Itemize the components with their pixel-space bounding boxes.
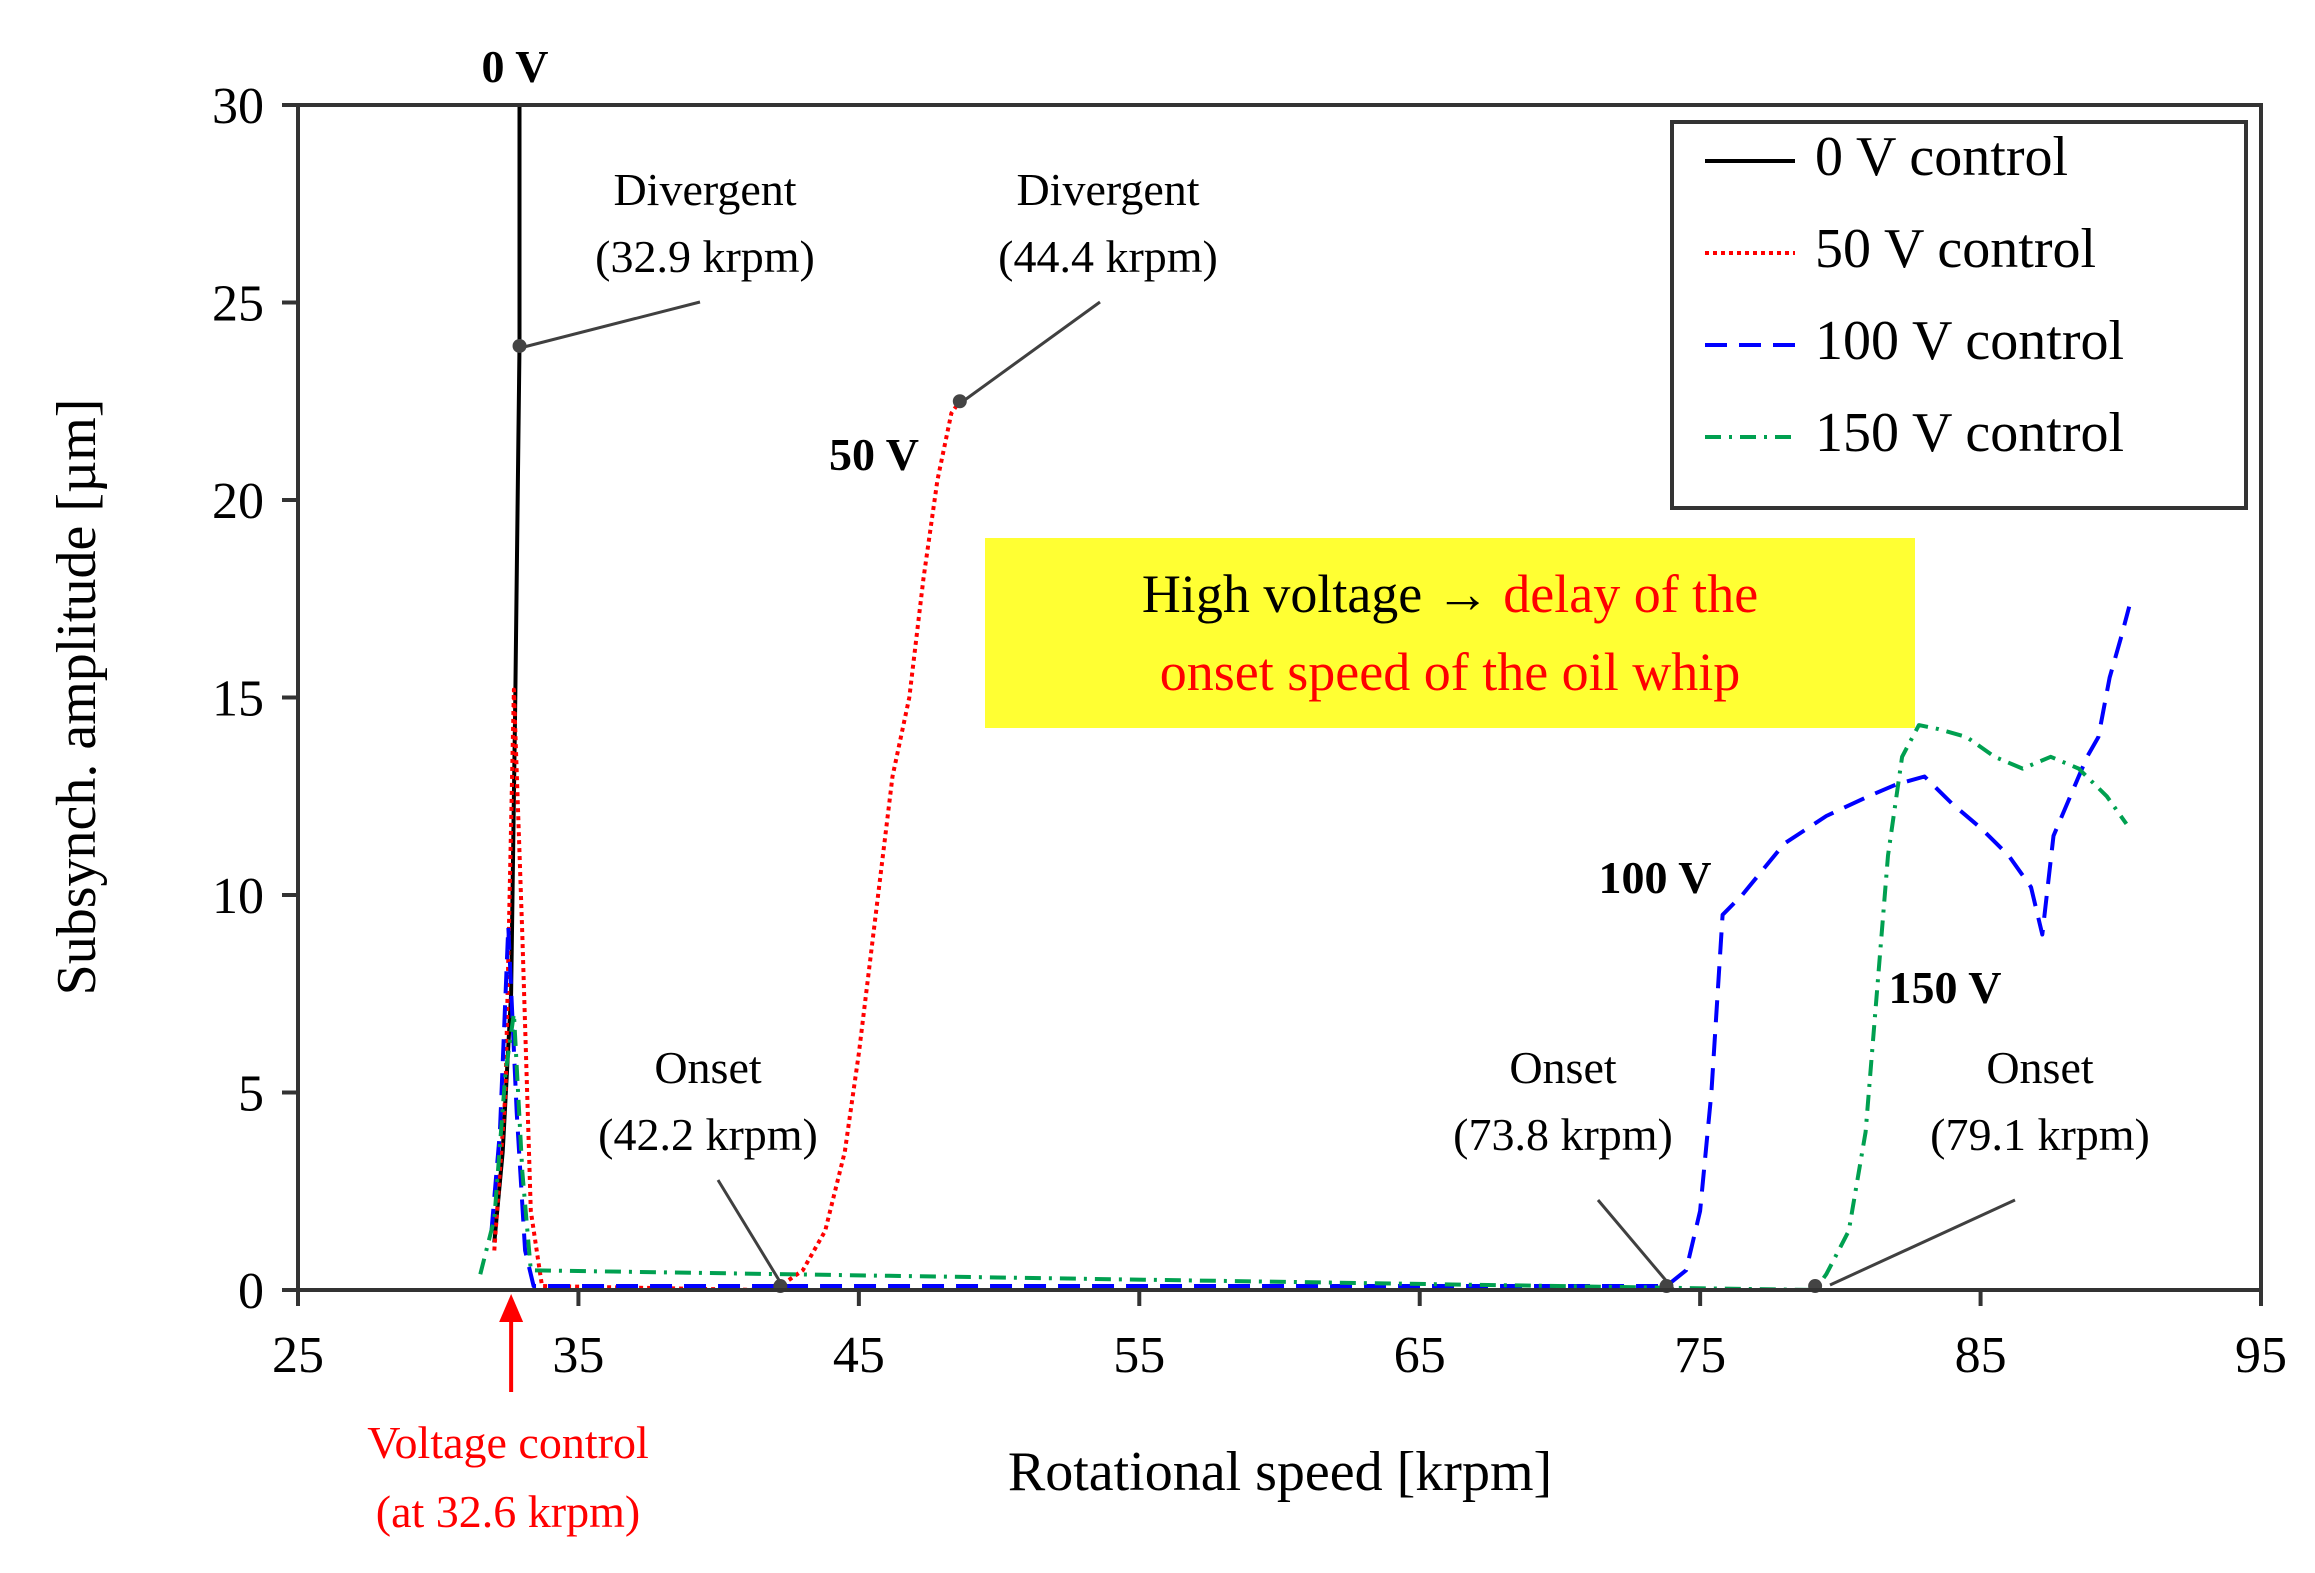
x-tick-label: 45 bbox=[833, 1327, 885, 1384]
legend-label-150-v-control: 150 V control bbox=[1815, 402, 2124, 464]
y-tick-label: 5 bbox=[238, 1066, 264, 1123]
legend-label-0-v-control: 0 V control bbox=[1815, 126, 2068, 188]
highlight-line1: High voltage → delay of the bbox=[1142, 564, 1758, 624]
y-tick-label: 10 bbox=[212, 868, 264, 925]
y-tick-label: 0 bbox=[238, 1263, 264, 1320]
legend-label-50-v-control: 50 V control bbox=[1815, 218, 2096, 280]
tick-layer: 25 35 45 55 65 75 85 95 0 5 10 15 20 25 30 bbox=[212, 78, 2287, 1384]
x-tick-label: 85 bbox=[1955, 1327, 2007, 1384]
voltage-control-line1: Voltage control bbox=[367, 1417, 648, 1468]
voltage-control-line2: (at 32.6 krpm) bbox=[376, 1486, 640, 1537]
x-tick-label: 35 bbox=[552, 1327, 604, 1384]
y-tick-label: 20 bbox=[212, 473, 264, 530]
onset-100v-line1: Onset bbox=[1509, 1042, 1617, 1093]
highlight-background bbox=[985, 538, 1915, 728]
voltage-control-arrow bbox=[499, 1294, 524, 1392]
label-100v: 100 V bbox=[1599, 852, 1712, 903]
highlight-line2: onset speed of the oil whip bbox=[1160, 642, 1740, 702]
series-layer bbox=[478, 105, 2132, 1292]
label-0v-top: 0 V bbox=[482, 41, 549, 92]
x-tick-label: 75 bbox=[1674, 1327, 1726, 1384]
onset-50v-line2: (42.2 krpm) bbox=[598, 1109, 818, 1160]
series-line-150-v-control bbox=[478, 723, 2129, 1292]
legend-box bbox=[1670, 120, 2248, 510]
annotation-marker-1 bbox=[952, 394, 967, 409]
leader-divergent-50v bbox=[961, 300, 1101, 404]
legend-label-100-v-control: 100 V control bbox=[1815, 310, 2124, 372]
x-tick-label: 95 bbox=[2235, 1327, 2287, 1384]
onset-150v-line1: Onset bbox=[1986, 1042, 2094, 1093]
label-50v: 50 V bbox=[829, 429, 919, 480]
series-line-50-v-control bbox=[492, 400, 962, 1292]
onset-100v-line2: (73.8 krpm) bbox=[1453, 1109, 1673, 1160]
y-tick-label: 30 bbox=[212, 78, 264, 135]
leader-onset-50v bbox=[716, 1179, 787, 1291]
legend: 0 V control 50 V control 100 V control 150 … bbox=[1670, 120, 2248, 510]
leader-onset-100v bbox=[1596, 1199, 1676, 1291]
divergent-0v-line1: Divergent bbox=[613, 164, 796, 215]
voltage-control-arrow-head bbox=[499, 1294, 524, 1322]
x-axis-title: Rotational speed [krpm] bbox=[1008, 1441, 1552, 1503]
annotation-leaders bbox=[519, 300, 2016, 1291]
x-tick-label: 65 bbox=[1394, 1327, 1446, 1384]
label-150v: 150 V bbox=[1889, 962, 2002, 1013]
annotation-marker-0 bbox=[512, 338, 527, 353]
y-tick-label: 25 bbox=[212, 276, 264, 333]
divergent-50v-line1: Divergent bbox=[1016, 164, 1199, 215]
leader-onset-150v bbox=[1829, 1198, 2016, 1287]
divergent-0v-line2: (32.9 krpm) bbox=[595, 231, 815, 282]
onset-50v-line1: Onset bbox=[654, 1042, 762, 1093]
series-line-100-v-control bbox=[489, 606, 2132, 1288]
x-tick-label: 55 bbox=[1113, 1327, 1165, 1384]
onset-150v-line2: (79.1 krpm) bbox=[1930, 1109, 2150, 1160]
legend-items: 0 V control 50 V control 100 V control 150 … bbox=[1705, 126, 2124, 464]
x-tick-label: 25 bbox=[272, 1327, 324, 1384]
leader-divergent-0v bbox=[519, 300, 701, 350]
y-tick-label: 15 bbox=[212, 671, 264, 728]
y-axis-title: Subsynch. amplitude [µm] bbox=[46, 399, 108, 996]
highlight-box: High voltage → delay of the onset speed … bbox=[985, 538, 1915, 728]
divergent-50v-line2: (44.4 krpm) bbox=[998, 231, 1218, 282]
